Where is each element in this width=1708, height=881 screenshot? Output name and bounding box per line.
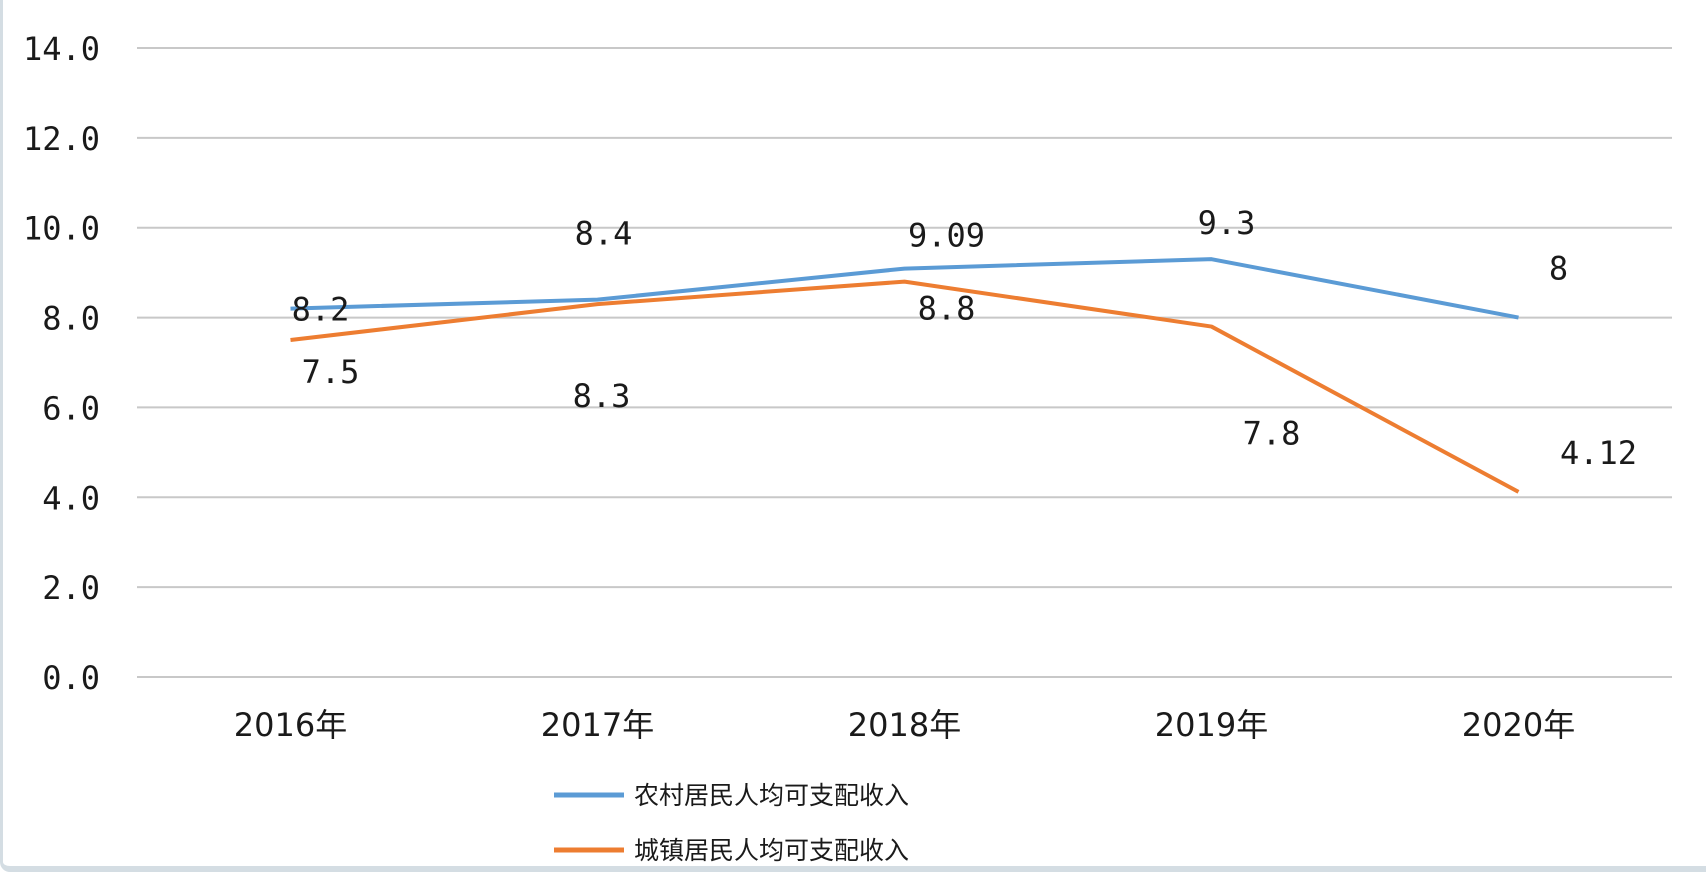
data-label: 4.12 bbox=[1560, 434, 1637, 472]
y-tick-label: 14.0 bbox=[23, 30, 100, 68]
data-label: 7.8 bbox=[1243, 415, 1301, 453]
y-tick-label: 2.0 bbox=[42, 569, 100, 607]
y-tick-label: 8.0 bbox=[42, 300, 100, 338]
y-tick-label: 0.0 bbox=[42, 659, 100, 697]
x-tick-label: 2016年 bbox=[234, 706, 347, 744]
x-tick-label: 2019年 bbox=[1155, 706, 1268, 744]
data-label: 8.2 bbox=[292, 291, 350, 329]
data-label: 8 bbox=[1549, 250, 1568, 288]
y-tick-label: 6.0 bbox=[42, 389, 100, 427]
legend-label: 农村居民人均可支配收入 bbox=[634, 781, 909, 810]
x-tick-label: 2018年 bbox=[848, 706, 961, 744]
series-line-2 bbox=[290, 279, 1520, 494]
legend-label: 城镇居民人均可支配收入 bbox=[634, 836, 909, 865]
data-label: 8.3 bbox=[573, 377, 631, 415]
data-label: 7.5 bbox=[302, 353, 360, 391]
data-label: 8.4 bbox=[575, 215, 633, 253]
y-tick-label: 4.0 bbox=[42, 479, 100, 517]
series-line-1 bbox=[290, 257, 1519, 320]
y-tick-label: 12.0 bbox=[23, 120, 100, 158]
y-tick-label: 10.0 bbox=[23, 210, 100, 248]
x-tick-label: 2017年 bbox=[541, 706, 654, 744]
data-label: 9.3 bbox=[1198, 204, 1256, 242]
data-label: 8.8 bbox=[918, 290, 976, 328]
x-tick-label: 2020年 bbox=[1462, 706, 1575, 744]
data-label: 9.09 bbox=[908, 217, 985, 255]
